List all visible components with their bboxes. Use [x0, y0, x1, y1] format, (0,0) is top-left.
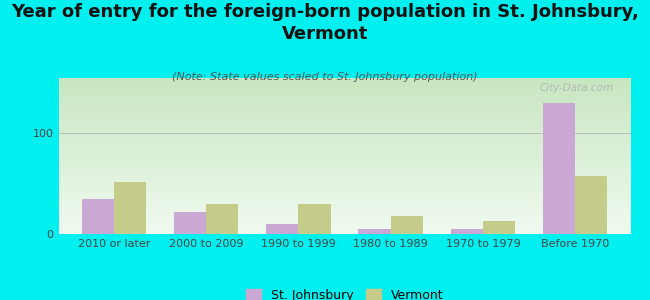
Bar	[266, 224, 298, 234]
Bar	[206, 204, 239, 234]
Bar	[174, 212, 206, 234]
Bar	[543, 103, 575, 234]
Bar	[575, 176, 608, 234]
Bar	[391, 216, 423, 234]
Bar	[81, 199, 114, 234]
Text: Year of entry for the foreign-born population in St. Johnsbury,
Vermont: Year of entry for the foreign-born popul…	[11, 3, 639, 43]
Bar	[114, 182, 146, 234]
Text: City-Data.com: City-Data.com	[540, 83, 614, 93]
Legend: St. Johnsbury, Vermont: St. Johnsbury, Vermont	[240, 284, 448, 300]
Text: (Note: State values scaled to St. Johnsbury population): (Note: State values scaled to St. Johnsb…	[172, 72, 478, 82]
Bar	[298, 204, 331, 234]
Bar	[483, 221, 515, 234]
Bar	[358, 229, 391, 234]
Bar	[450, 229, 483, 234]
